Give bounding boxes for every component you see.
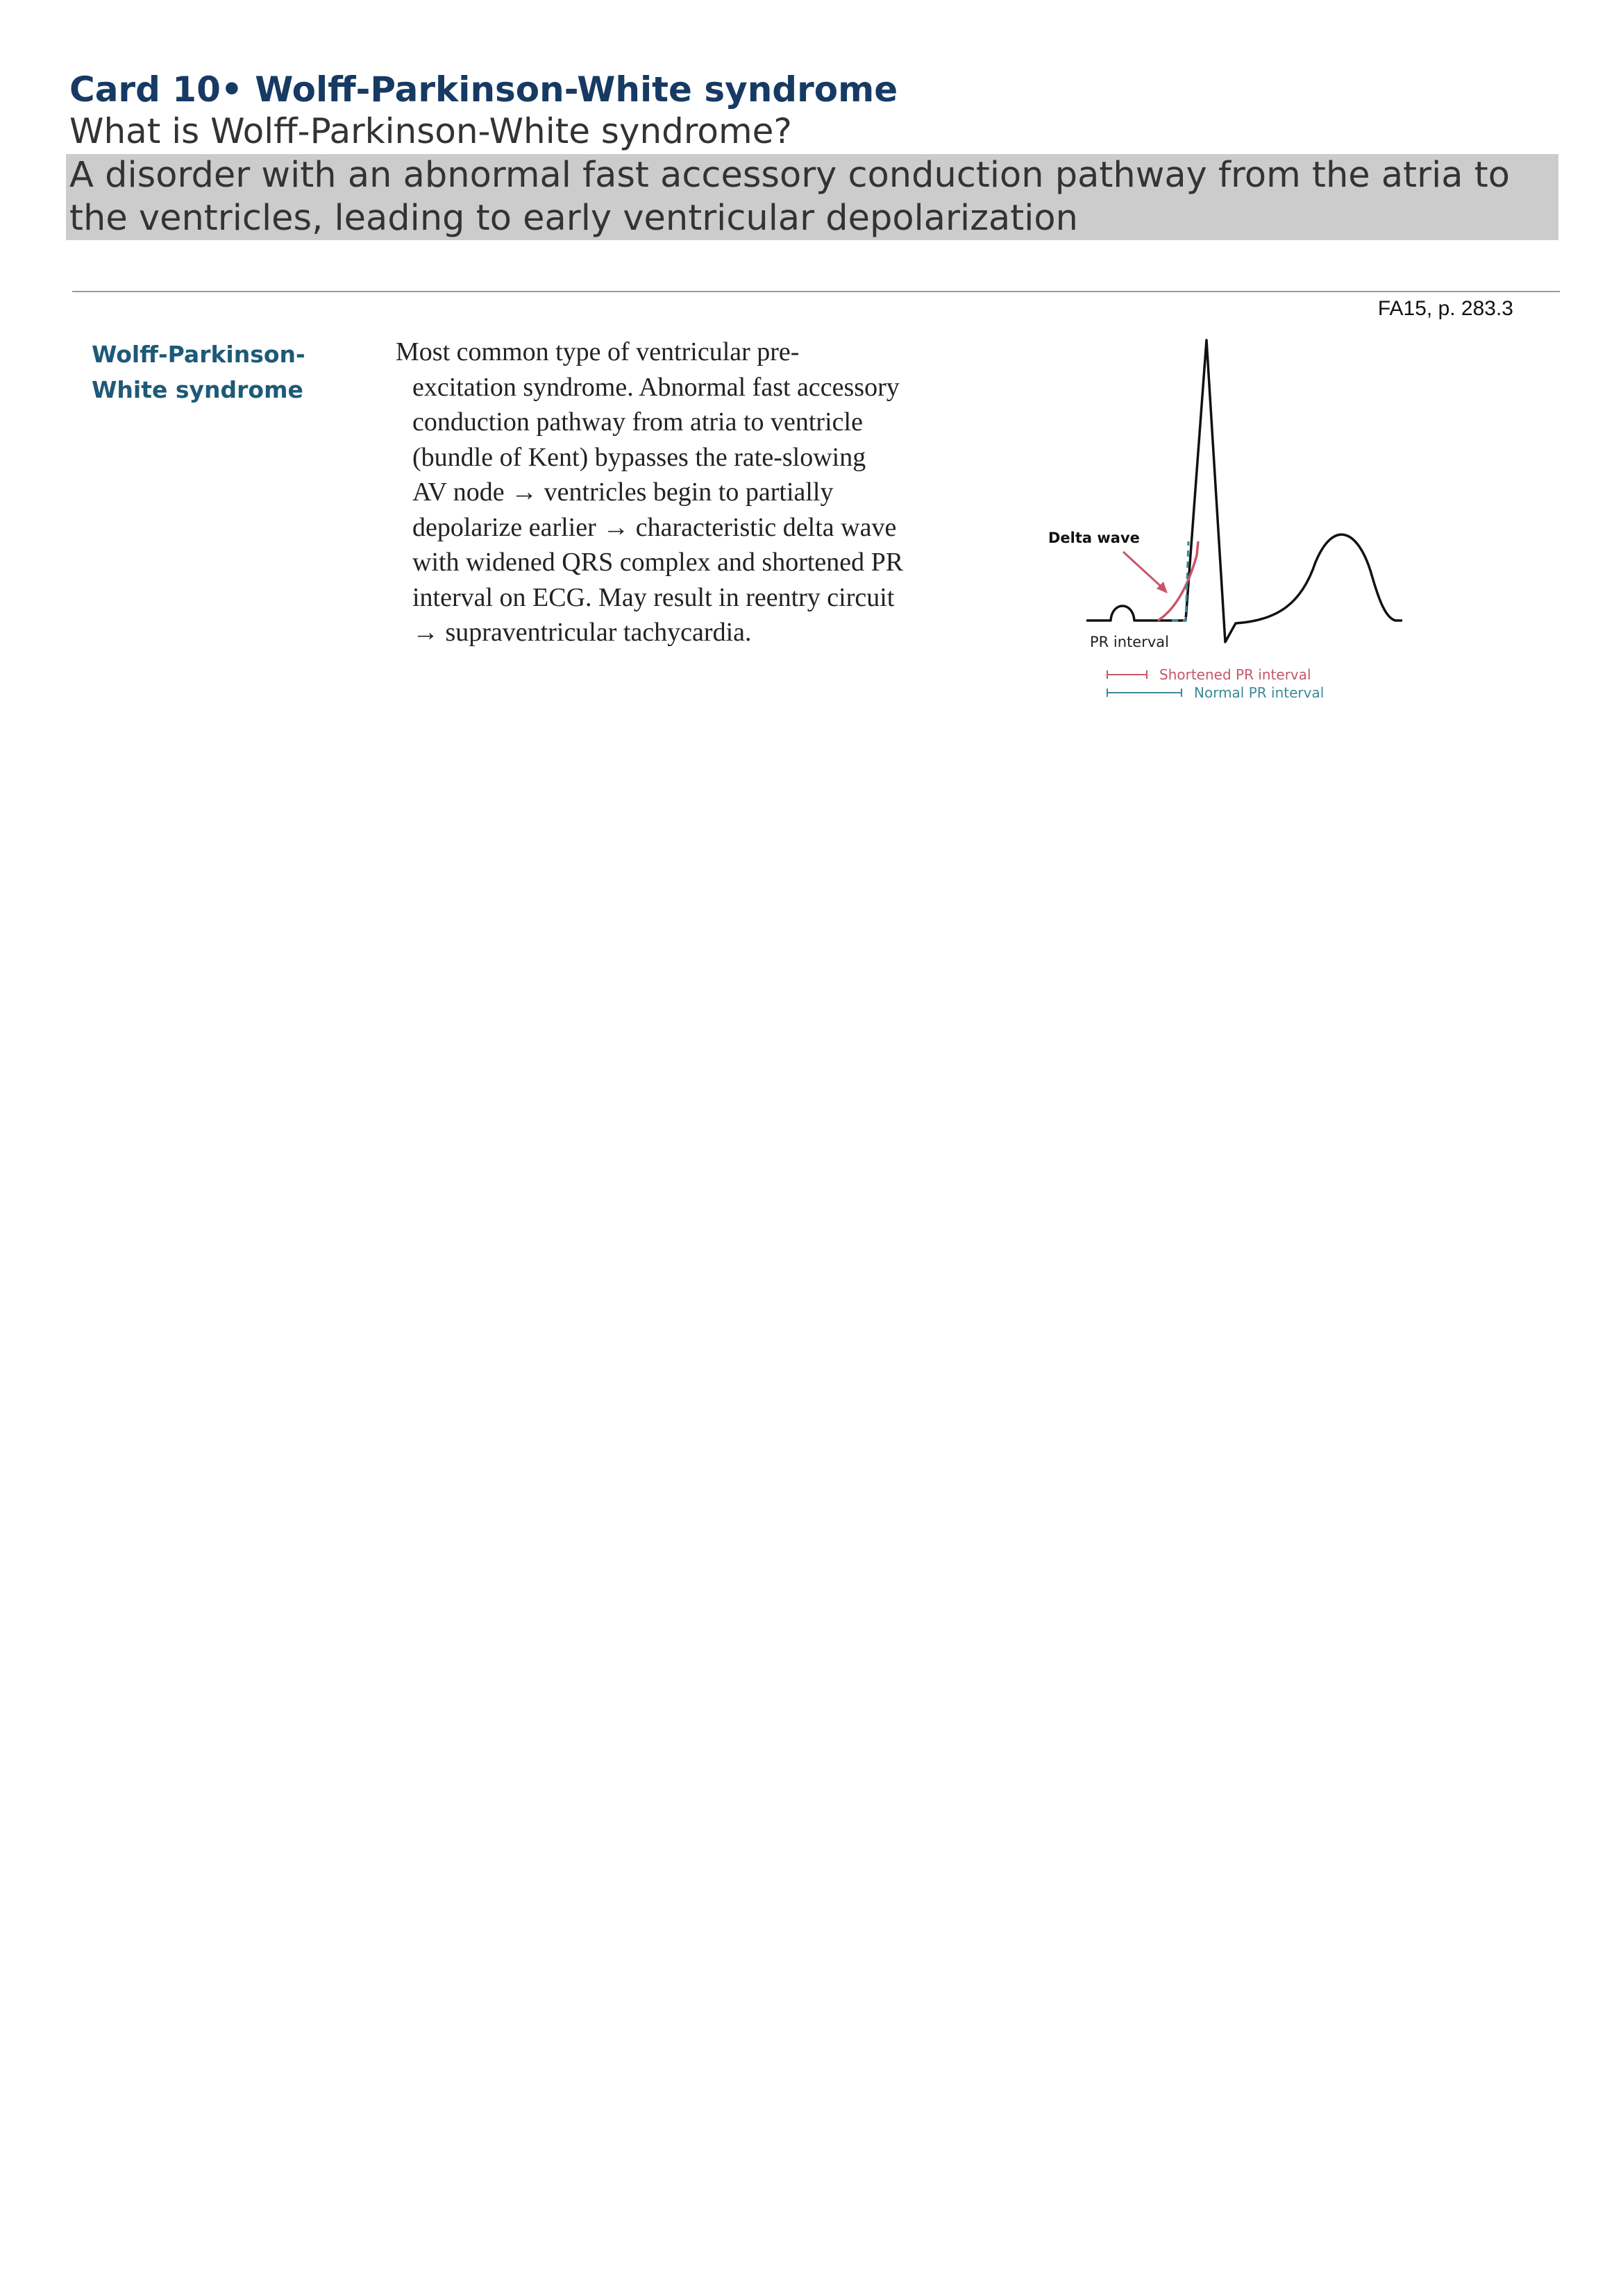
body-line: (bundle of Kent) bypasses the rate-slowi… (412, 442, 866, 472)
body-line: Most common type of ventricular pre- (396, 337, 800, 366)
ecg-trace (1086, 339, 1402, 643)
topic-heading: Wolff-Parkinson-White syndrome (92, 341, 305, 403)
answer-highlight (66, 154, 1558, 240)
pr-interval-label: PR interval (1090, 634, 1169, 650)
normal-onset-dashed (1172, 541, 1190, 622)
body-line: AV node → ventricles begin to partially (412, 478, 834, 507)
body-line: with widened QRS complex and shortened P… (412, 548, 904, 577)
body-line: excitation syndrome. Abnormal fast acces… (412, 372, 900, 402)
card-question: What is Wolff-Parkinson-White syndrome? (69, 111, 792, 151)
shortened-pr-label: Shortened PR interval (1159, 666, 1311, 683)
card-title: Card 10• Wolff-Parkinson-White syndrome (69, 69, 898, 110)
divider (72, 291, 1560, 292)
source-reference: FA15, p. 283.3 (1377, 297, 1513, 320)
body-line: conduction pathway from atria to ventric… (412, 407, 863, 437)
card-answer: A disorder with an abnormal fast accesso… (69, 155, 1510, 239)
delta-wave-arrowhead (1157, 582, 1168, 593)
delta-wave-arrow-line (1122, 550, 1166, 591)
ecg-diagram: Delta wave PR interval Shortened PR inte… (1048, 339, 1402, 701)
delta-wave-curve (1157, 541, 1200, 622)
body-line: → supraventricular tachycardia. (412, 618, 752, 647)
body-line: depolarize earlier → characteristic delt… (412, 512, 897, 542)
delta-wave-label: Delta wave (1048, 530, 1140, 546)
body-line: interval on ECG. May result in reentry c… (412, 582, 895, 612)
normal-pr-label: Normal PR interval (1194, 684, 1324, 701)
ecg-figure: Delta wave PR interval Shortened PR inte… (1034, 333, 1423, 708)
body-text: Most common type of ventricular pre- exc… (396, 335, 937, 650)
